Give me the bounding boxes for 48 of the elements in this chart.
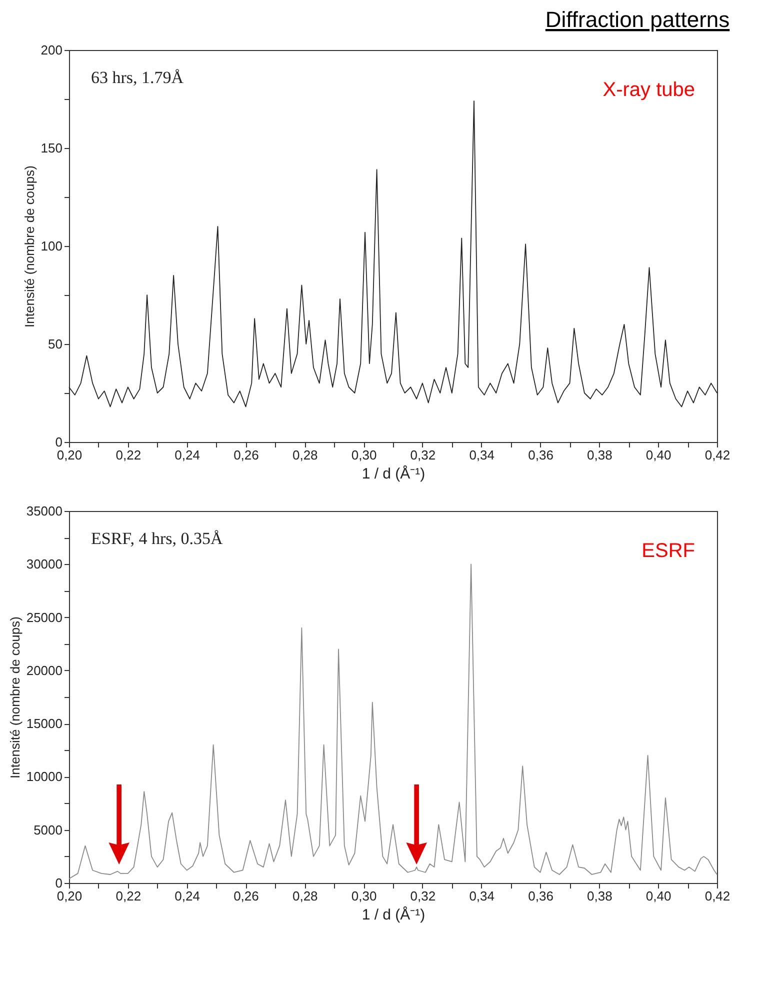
x-tick-label: 0,42	[704, 448, 730, 462]
x-tick-label: 0,26	[234, 448, 259, 462]
y-tick-label: 10000	[26, 769, 62, 784]
x-tick-label: 0,34	[469, 888, 495, 904]
x-tick-label: 0,32	[410, 888, 436, 904]
x-tick-label: 0,30	[351, 888, 377, 904]
x-tick-label: 0,36	[528, 888, 554, 904]
x-tick-label: 0,28	[292, 448, 318, 462]
x-tick-label: 0,20	[56, 888, 82, 904]
chart-title: Diffraction patterns	[545, 7, 730, 32]
y-tick-label: 50	[48, 336, 62, 352]
x-tick-label: 0,42	[704, 888, 730, 904]
x-tick-label: 0,26	[234, 888, 259, 904]
x-tick-label: 0,30	[351, 448, 377, 462]
x-tick-label: 0,38	[587, 888, 612, 904]
x-axis-title: 1 / d (Å⁻¹)	[362, 464, 426, 482]
y-tick-label: 100	[40, 238, 62, 254]
line-series	[68, 100, 718, 408]
x-tick-label: 0,40	[646, 888, 672, 904]
y-tick-label: 20000	[26, 662, 62, 678]
annotation: ESRF, 4 hrs, 0.35Å	[91, 529, 224, 548]
x-tick-label: 0,34	[469, 448, 495, 462]
y-axis-title: Intensité (nombre de coups)	[22, 166, 37, 328]
y-tick-label: 200	[40, 42, 62, 58]
x-tick-label: 0,22	[116, 888, 142, 904]
x-tick-label: 0,32	[410, 448, 436, 462]
x-axis-title: 1 / d (Å⁻¹)	[362, 906, 426, 924]
x-tick-label: 0,20	[56, 448, 82, 462]
y-tick-label: 150	[40, 140, 62, 156]
x-tick-label: 0,22	[116, 448, 142, 462]
x-tick-label: 0,38	[587, 448, 612, 462]
y-tick-label: 5000	[34, 822, 62, 838]
line-series	[68, 564, 718, 880]
y-tick-label: 30000	[26, 556, 62, 572]
annotation: X-ray tube	[602, 79, 695, 101]
y-tick-label: 35000	[26, 504, 62, 518]
annotation: ESRF	[642, 540, 695, 562]
x-tick-label: 0,40	[646, 448, 672, 462]
annotation: 63 hrs, 1.79Å	[91, 68, 184, 87]
y-tick-label: 0	[55, 876, 62, 890]
x-tick-label: 0,24	[174, 448, 200, 462]
y-tick-label: 0	[55, 434, 62, 450]
x-tick-label: 0,28	[292, 888, 318, 904]
y-axis-title: Intensité (nombre de coups)	[7, 616, 22, 778]
y-tick-label: 25000	[26, 610, 62, 625]
x-tick-label: 0,36	[528, 448, 554, 462]
y-tick-label: 15000	[26, 716, 62, 732]
x-tick-label: 0,24	[174, 888, 200, 904]
